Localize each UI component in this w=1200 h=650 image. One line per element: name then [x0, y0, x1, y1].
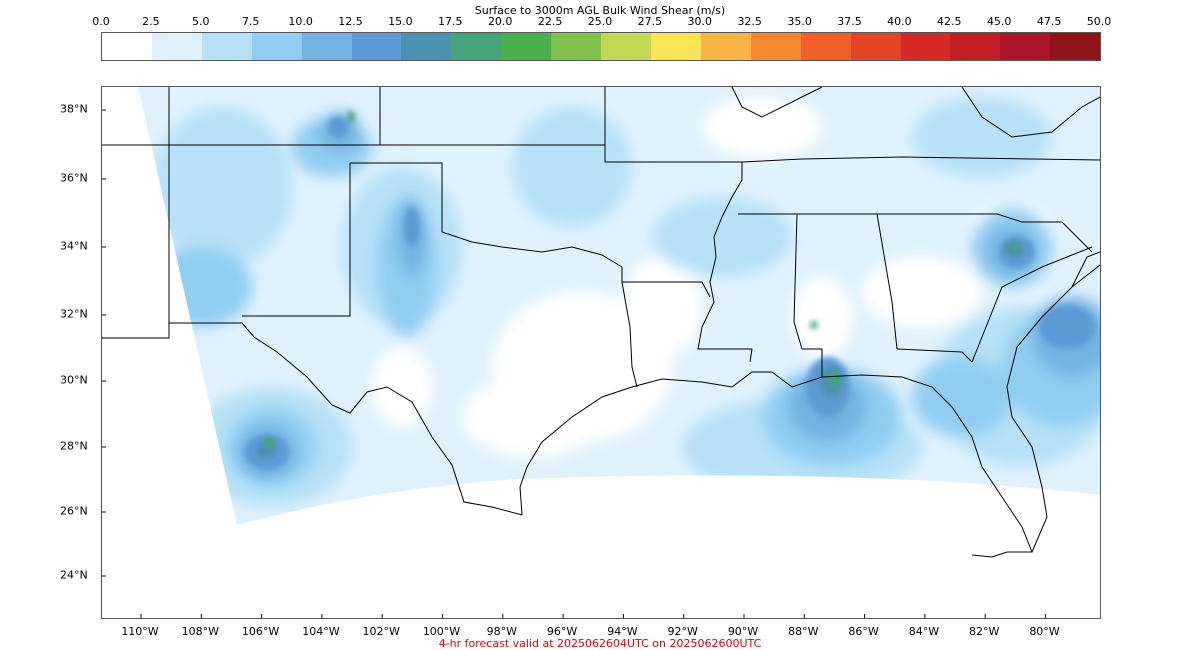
colorbar-segment	[1050, 33, 1101, 60]
colorbar-segment	[351, 33, 402, 60]
colorbar-tick-label: 40.0	[887, 15, 912, 28]
longitude-label: 96°W	[546, 625, 578, 638]
longitude-label: 82°W	[969, 625, 1000, 638]
colorbar-tick-label: 50.0	[1086, 15, 1112, 28]
colorbar-tick-label: 5.0	[192, 15, 210, 28]
longitude-label: 92°W	[667, 625, 698, 638]
map-ticks	[102, 109, 1046, 618]
colorbar-segment	[850, 33, 901, 60]
colorbar-segment	[800, 33, 851, 60]
colorbar-tick-label: 47.5	[1036, 15, 1062, 28]
wind-shear-field	[138, 87, 1100, 525]
colorbar-tick-label: 2.5	[142, 15, 160, 28]
longitude-label: 100°W	[422, 625, 461, 638]
forecast-valid-time: 4-hr forecast valid at 2025062604UTC on …	[438, 637, 762, 650]
colorbar-tick-label: 45.0	[986, 15, 1012, 28]
colorbar-segment	[451, 33, 502, 60]
colorbar-segment	[251, 33, 302, 60]
colorbar-segment	[650, 33, 701, 60]
longitude-label: 108°W	[181, 625, 219, 638]
colorbar-segment	[950, 33, 1001, 60]
latitude-label: 26°N	[60, 504, 88, 518]
longitude-label: 90°W	[727, 625, 759, 638]
latitude-label: 32°N	[60, 307, 88, 321]
colorbar-segment	[151, 33, 202, 60]
state-boundaries	[102, 87, 1100, 558]
colorbar-segment	[750, 33, 801, 60]
longitude-label: 86°W	[848, 625, 879, 638]
colorbar-segment	[102, 33, 152, 60]
colorbar-segment	[501, 33, 552, 60]
colorbar-tick-label: 17.5	[438, 15, 463, 28]
colorbar-segment	[601, 33, 651, 60]
colorbar-tick-label: 10.0	[288, 15, 313, 28]
latitude-label: 34°N	[60, 239, 88, 253]
colorbar-tick-label: 27.5	[637, 15, 663, 28]
colorbar-tick-label: 22.5	[537, 15, 563, 28]
map-panel	[101, 86, 1101, 619]
colorbar-tick-label: 0.0	[92, 15, 110, 28]
colorbar	[101, 32, 1101, 61]
latitude-label: 30°N	[60, 373, 88, 387]
colorbar-segment	[201, 33, 252, 60]
longitude-label: 88°W	[788, 625, 819, 638]
colorbar-segment	[900, 33, 951, 60]
longitude-label: 106°W	[241, 625, 280, 638]
colorbar-title: Surface to 3000m AGL Bulk Wind Shear (m/…	[474, 4, 726, 17]
latitude-label: 28°N	[60, 439, 88, 453]
colorbar-segment	[700, 33, 751, 60]
longitude-label: 104°W	[302, 625, 340, 638]
colorbar-tick-label: 20.0	[487, 15, 513, 28]
colorbar-segment	[1000, 33, 1051, 60]
longitude-label: 84°W	[908, 625, 940, 638]
longitude-label: 110°W	[121, 625, 159, 638]
colorbar-tick-label: 35.0	[787, 15, 812, 28]
longitude-label: 98°W	[486, 625, 517, 638]
longitude-label: 102°W	[362, 625, 400, 638]
latitude-label: 24°N	[60, 568, 88, 582]
colorbar-tick-label: 30.0	[687, 15, 713, 28]
latitude-label: 38°N	[60, 102, 88, 116]
colorbar-segment	[401, 33, 452, 60]
longitude-label: 80°W	[1029, 625, 1060, 638]
colorbar-segment	[551, 33, 602, 60]
colorbar-segment	[301, 33, 352, 60]
map-canvas	[102, 87, 1100, 618]
colorbar-tick-label: 37.5	[837, 15, 862, 28]
colorbar-tick-label: 12.5	[338, 15, 363, 28]
colorbar-tick-label: 7.5	[241, 15, 260, 28]
colorbar-tick-labels: 0.0 2.5 5.0 7.5 10.0 12.5 15.0 17.5 20.0 22.5 25.0…	[0, 15, 1200, 31]
longitude-label: 94°W	[607, 625, 638, 638]
colorbar-tick-label: 32.5	[737, 15, 762, 28]
colorbar-tick-label: 42.5	[937, 15, 962, 28]
latitude-label: 36°N	[60, 171, 88, 185]
colorbar-tick-label: 25.0	[587, 15, 613, 28]
colorbar-tick-label: 15.0	[388, 15, 413, 28]
